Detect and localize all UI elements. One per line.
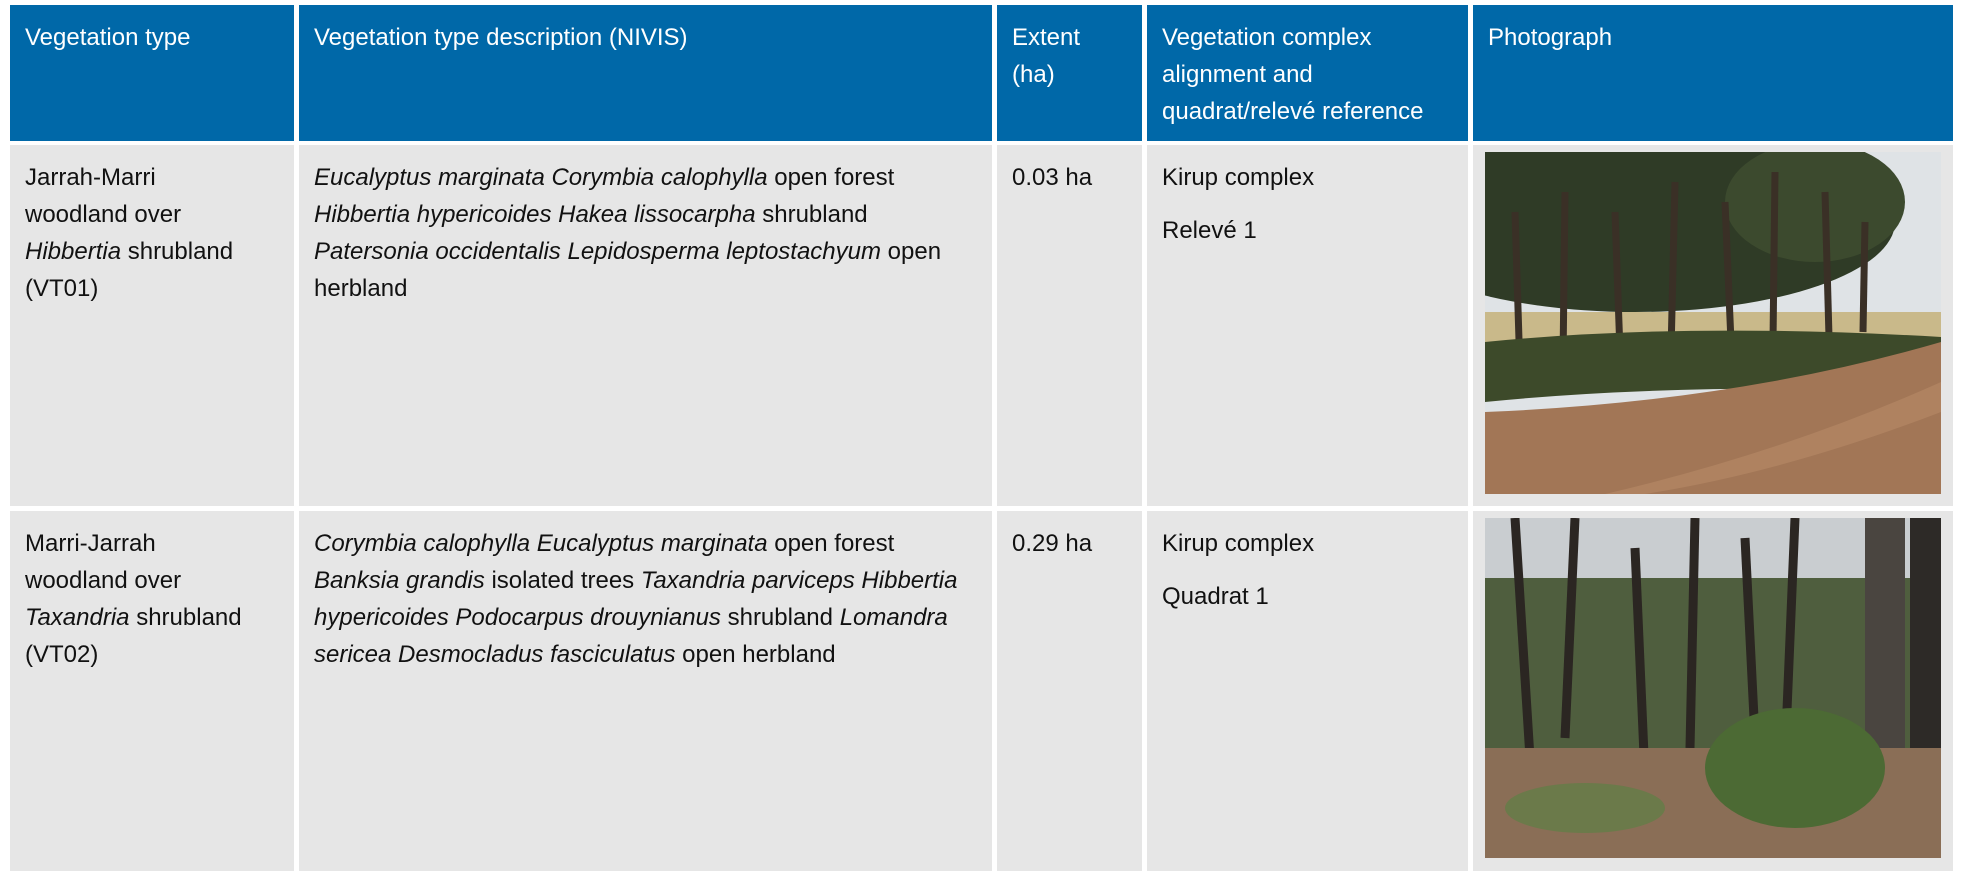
description-cell: Eucalyptus marginata Corymbia calophylla… (299, 145, 992, 506)
extent-cell: 0.29 ha (997, 511, 1142, 871)
extent-cell: 0.03 ha (997, 145, 1142, 506)
structure: open forest (774, 530, 895, 557)
structure: isolated trees (491, 567, 635, 594)
structure: shrubland (727, 604, 834, 631)
species: Lomandra sericea Desmocladus fasciculatu… (314, 604, 948, 668)
species: Hibbertia hypericoides Hakea lissocarpha (314, 201, 756, 228)
header-text: Extent (ha) (1012, 24, 1081, 88)
header-text: Vegetation type description (NIVIS) (314, 24, 688, 51)
extent: 0.03 ha (1012, 164, 1093, 191)
reference: Relevé 1 (1162, 217, 1257, 244)
complex: Kirup complex (1162, 530, 1315, 557)
structure: open herbland (314, 238, 942, 302)
header-text: Vegetation type (25, 24, 191, 51)
header-cell: Extent (ha) (997, 5, 1142, 141)
type-cell: Jarrah-Marri woodland over Hibbertia shr… (10, 145, 294, 506)
type-text: shrubland (VT02) (25, 604, 242, 668)
structure: open herbland (682, 641, 836, 668)
header-cell: Vegetation type (10, 5, 294, 141)
type-text: Jarrah-Marri woodland over (25, 164, 182, 228)
reference: Quadrat 1 (1162, 583, 1269, 610)
type-genus: Hibbertia (25, 238, 122, 265)
type-cell: Marri-Jarrah woodland over Taxandria shr… (10, 511, 294, 871)
extent: 0.29 ha (1012, 530, 1093, 557)
header-cell: Photograph (1473, 5, 1953, 141)
photograph (1485, 518, 1941, 858)
species: Taxandria parviceps Hibbertia hypericoid… (314, 567, 958, 631)
complex: Kirup complex (1162, 164, 1315, 191)
photo-cell (1473, 511, 1953, 871)
species: Corymbia calophylla Eucalyptus marginata (314, 530, 768, 557)
structure: open forest (774, 164, 895, 191)
species: Eucalyptus marginata Corymbia calophylla (314, 164, 768, 191)
species: Patersonia occidentalis Lepidosperma lep… (314, 238, 881, 265)
type-genus: Taxandria (25, 604, 130, 631)
header-cell: Vegetation complex alignment and quadrat… (1147, 5, 1468, 141)
photo-cell (1473, 145, 1953, 506)
photograph (1485, 152, 1941, 494)
header-text: Vegetation complex alignment and quadrat… (1162, 24, 1424, 125)
complex-cell: Kirup complex Relevé 1 (1147, 145, 1468, 506)
header-text: Photograph (1488, 24, 1613, 51)
type-text: shrubland (VT01) (25, 238, 234, 302)
structure: shrubland (762, 201, 868, 228)
header-cell: Vegetation type description (NIVIS) (299, 5, 992, 141)
type-text: Marri-Jarrah woodland over (25, 530, 182, 594)
species: Banksia grandis (314, 567, 485, 594)
complex-cell: Kirup complex Quadrat 1 (1147, 511, 1468, 871)
description-cell: Corymbia calophylla Eucalyptus marginata… (299, 511, 992, 871)
